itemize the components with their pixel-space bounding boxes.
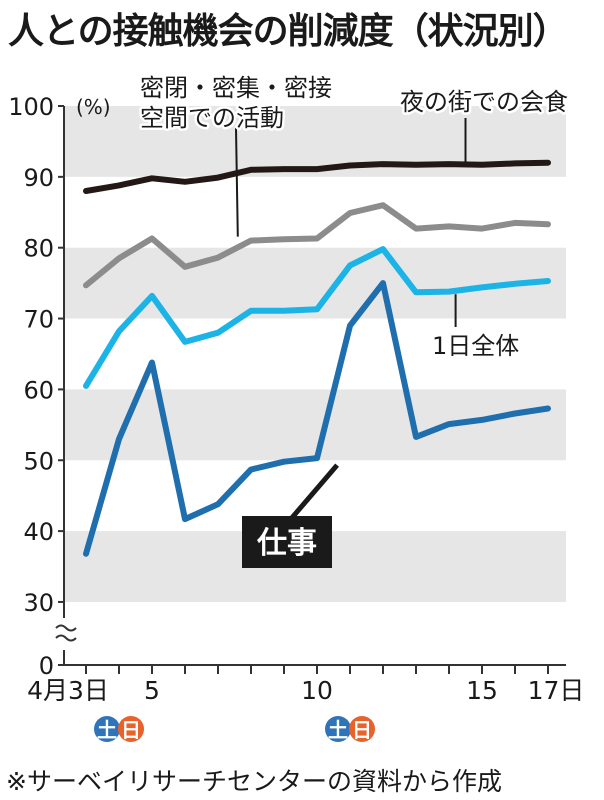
source-note: ※サーベイリサーチセンターの資料から作成 — [6, 767, 502, 796]
saturday-badge — [325, 716, 351, 742]
x-tick-label: 10 — [301, 676, 333, 705]
series-line-1 — [83, 202, 551, 289]
series-line-0 — [83, 159, 551, 194]
y-tick-label: 70 — [23, 306, 54, 334]
annotation-label: 夜の街での会食 — [400, 88, 568, 116]
y-tick-label: 50 — [23, 447, 54, 475]
y-tick-label: 100 — [8, 93, 54, 121]
sunday-badge-label: 日 — [121, 718, 141, 742]
series-line-3 — [83, 280, 551, 557]
x-tick-label: 15 — [466, 676, 498, 705]
series-line-2 — [83, 246, 551, 389]
axis-break-mark — [55, 624, 77, 642]
annotation-label: 空間での活動 — [140, 104, 284, 132]
x-tick-label: 17日 — [528, 676, 585, 705]
y-tick-label: 0 — [39, 652, 54, 680]
saturday-badge-label: 土 — [328, 718, 348, 742]
annotation-label: 密閉・密集・密接 — [140, 74, 332, 102]
y-axis-unit: (%) — [76, 95, 111, 119]
saturday-badge-label: 土 — [97, 718, 117, 742]
annotation-leader — [235, 127, 239, 237]
y-tick-label: 90 — [23, 164, 54, 192]
y-tick-label: 40 — [23, 518, 54, 546]
saturday-badge — [94, 716, 120, 742]
annotation-label: 仕事 — [256, 526, 317, 561]
sunday-badge — [118, 716, 144, 742]
sunday-badge — [349, 716, 375, 742]
chart-title: 人との接触機会の削減度（状況別） — [8, 11, 569, 52]
y-tick-label: 30 — [23, 589, 54, 617]
y-tick-label: 60 — [23, 376, 54, 404]
x-tick-label: 5 — [144, 676, 160, 705]
annotation-label: 1日全体 — [432, 332, 519, 360]
annotation-leader — [288, 463, 339, 522]
annotation-tag — [242, 516, 332, 568]
sunday-badge-label: 日 — [352, 718, 372, 742]
x-tick-label: 4月3日 — [27, 676, 109, 705]
y-tick-label: 80 — [23, 235, 54, 263]
grid-band — [64, 389, 566, 461]
